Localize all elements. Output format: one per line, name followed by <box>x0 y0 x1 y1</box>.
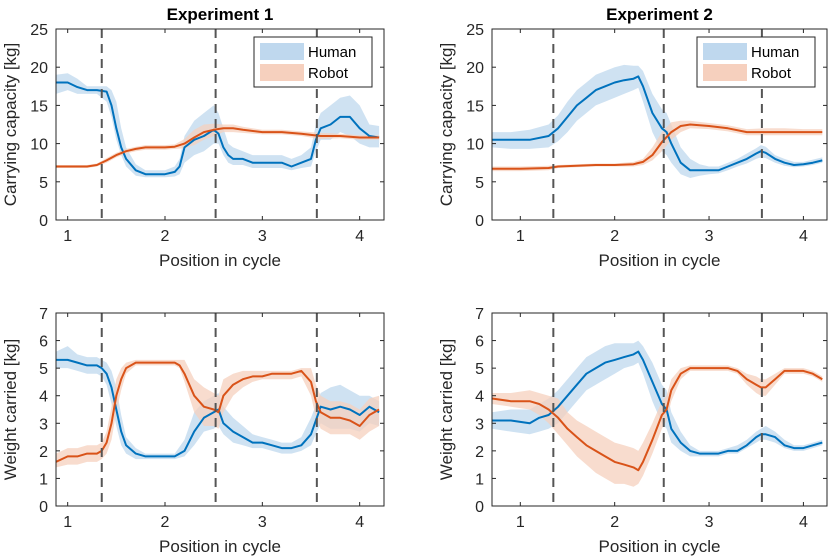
y-tick-label: 0 <box>39 499 48 516</box>
chart-title: Experiment 1 <box>167 5 274 24</box>
x-tick-label: 1 <box>63 228 72 245</box>
legend-label-human: Human <box>308 44 356 61</box>
y-tick-label: 25 <box>30 22 48 39</box>
x-tick-label: 2 <box>610 514 619 531</box>
y-tick-label: 20 <box>30 60 48 77</box>
plot-area <box>492 29 823 220</box>
band-robot <box>56 123 380 168</box>
x-tick-label: 3 <box>258 514 267 531</box>
y-axis-label: Carrying capacity [kg] <box>1 43 20 206</box>
y-tick-label: 4 <box>39 389 48 406</box>
x-axis-label: Position in cycle <box>599 537 721 556</box>
band-robot <box>492 120 823 172</box>
y-tick-label: 10 <box>30 137 48 154</box>
x-tick-label: 2 <box>161 514 170 531</box>
x-tick-label: 3 <box>705 228 714 245</box>
line-robot <box>492 367 823 472</box>
legend: Human Robot <box>253 36 373 88</box>
y-tick-label: 20 <box>466 60 484 77</box>
y-tick-label: 10 <box>466 137 484 154</box>
y-tick-label: 15 <box>466 98 484 115</box>
y-tick-label: 7 <box>39 306 48 323</box>
axes-box <box>55 28 385 221</box>
line-robot <box>56 127 380 168</box>
x-tick-label: 4 <box>355 514 364 531</box>
line-robot <box>492 123 823 170</box>
legend-swatch-robot <box>703 64 747 81</box>
y-tick-label: 15 <box>30 98 48 115</box>
x-tick-label: 1 <box>516 228 525 245</box>
x-tick-label: 2 <box>610 228 619 245</box>
y-tick-label: 4 <box>475 389 484 406</box>
y-tick-label: 5 <box>475 361 484 378</box>
chart-2: 0 5 10 15 20 25 1 2 3 4 Position in cycle Carrying … <box>437 5 828 270</box>
x-axis-label: Position in cycle <box>159 251 281 270</box>
legend-label-human: Human <box>751 44 799 61</box>
y-tick-label: 2 <box>475 444 484 461</box>
y-tick-label: 5 <box>39 361 48 378</box>
chart-4: 0 1 2 3 4 5 6 7 1 2 3 4 Position in cycle Weight carr… <box>437 306 828 556</box>
plot-area <box>492 313 823 506</box>
axes-box <box>491 28 828 221</box>
legend-label-robot: Robot <box>308 65 349 82</box>
y-tick-label: 2 <box>39 444 48 461</box>
y-tick-label: 0 <box>39 213 48 230</box>
axes-box <box>491 312 828 507</box>
band-human <box>492 340 823 457</box>
line-human <box>56 81 380 176</box>
band-robot <box>56 359 380 468</box>
x-axis-label: Position in cycle <box>159 537 281 556</box>
plot-area <box>56 313 380 506</box>
line-human <box>492 75 823 172</box>
y-tick-label: 5 <box>475 175 484 192</box>
y-tick-label: 1 <box>39 471 48 488</box>
x-tick-label: 4 <box>799 514 808 531</box>
y-tick-label: 0 <box>475 213 484 230</box>
y-tick-label: 3 <box>475 416 484 433</box>
axes-box <box>55 312 385 507</box>
chart-1: 0 5 10 15 20 25 1 2 3 4 Position in cycle Carrying … <box>1 5 385 270</box>
legend-swatch-robot <box>260 64 304 81</box>
y-tick-label: 0 <box>475 499 484 516</box>
y-tick-label: 7 <box>475 306 484 323</box>
y-axis-label: Weight carried [kg] <box>437 339 456 480</box>
x-tick-label: 3 <box>258 228 267 245</box>
legend: Human Robot <box>696 36 816 88</box>
y-axis-label: Carrying capacity [kg] <box>437 43 456 206</box>
line-robot <box>56 361 380 463</box>
y-tick-label: 6 <box>39 334 48 351</box>
y-tick-label: 5 <box>39 175 48 192</box>
x-tick-label: 3 <box>705 514 714 531</box>
chart-title: Experiment 2 <box>606 5 713 24</box>
y-tick-label: 3 <box>39 416 48 433</box>
x-axis-label: Position in cycle <box>599 251 721 270</box>
y-tick-label: 1 <box>475 471 484 488</box>
x-tick-label: 1 <box>63 514 72 531</box>
legend-swatch-human <box>703 43 747 60</box>
x-tick-label: 2 <box>161 228 170 245</box>
line-human <box>56 358 380 458</box>
y-tick-label: 25 <box>466 22 484 39</box>
y-tick-label: 6 <box>475 334 484 351</box>
x-tick-label: 4 <box>355 228 364 245</box>
x-tick-label: 4 <box>799 228 808 245</box>
y-axis-label: Weight carried [kg] <box>1 339 20 480</box>
legend-swatch-human <box>260 43 304 60</box>
legend-label-robot: Robot <box>751 65 792 82</box>
x-tick-label: 1 <box>516 514 525 531</box>
